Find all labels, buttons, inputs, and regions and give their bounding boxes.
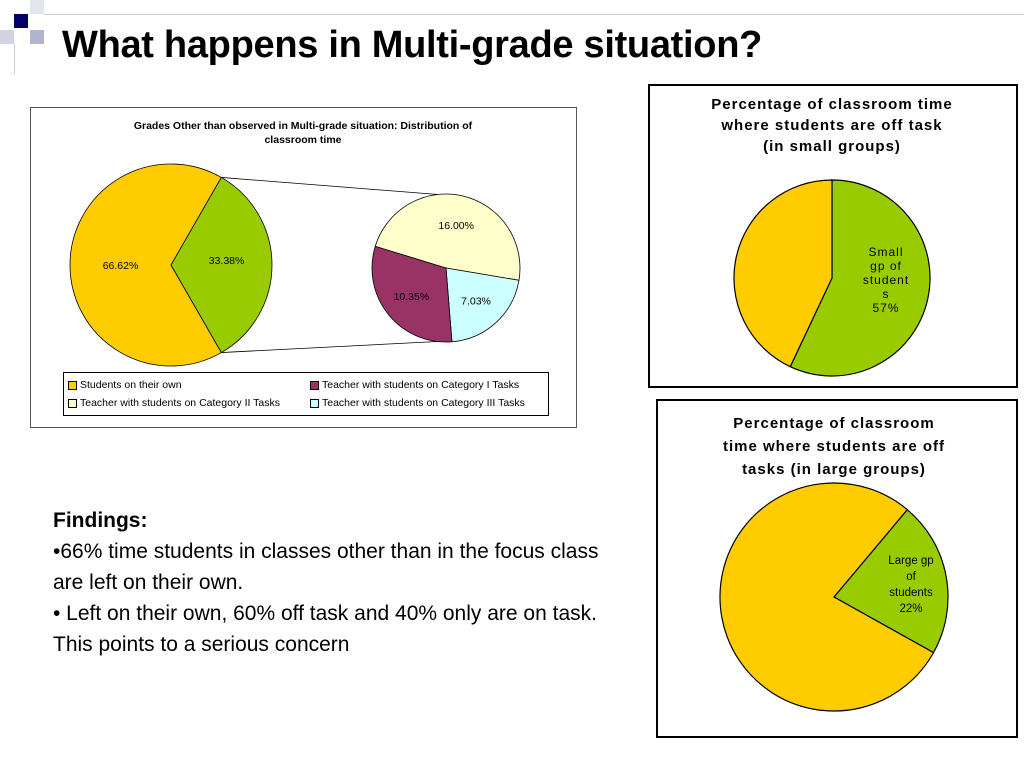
pie-slice [170,176,273,354]
data-label: 22% [899,603,922,615]
deco-line-vertical [14,44,15,74]
findings-text: Findings: •66% time students in classes … [53,505,613,660]
legend-label: Teacher with students on Category I Task… [322,379,520,391]
distribution-chart: Grades Other than observed in Multi-grad… [30,107,577,428]
chart-legend: Students on their own Teacher with stude… [63,372,549,416]
data-label: 57% [872,301,899,315]
chart-title-line-2: classroom time [264,134,341,146]
legend-swatch [68,380,77,390]
data-label: student [863,273,909,287]
chart-title-line-1: Grades Other than observed in Multi-grad… [134,120,473,132]
connector-line [221,341,439,353]
data-label: Small [868,245,903,259]
slide-title: What happens in Multi-grade situation? [62,24,763,66]
legend-label: Teacher with students on Category II Tas… [80,397,280,409]
pie-slice [789,179,931,377]
chart-title: Percentage of classroom time [711,96,952,113]
small-groups-chart-svg: Percentage of classroom time where studen… [711,96,952,377]
large-groups-chart-svg: Percentage of classroom time where studen… [719,415,949,712]
legend-swatch [68,398,77,408]
findings-heading: Findings: [53,509,148,532]
deco-square-dark [14,14,28,28]
legend-item: Teacher with students on Category I Task… [310,379,519,391]
deco-line-horizontal [44,14,1024,15]
connector-line [221,177,439,195]
data-label: 66.62% [103,260,139,272]
distribution-chart-svg: Grades Other than observed in Multi-grad… [69,120,521,367]
data-label: 16.00% [438,220,474,232]
pie-slice [374,193,521,281]
legend-item: Students on their own [68,379,182,391]
legend-item: Teacher with students on Category III Ta… [310,397,525,409]
data-label: students [889,587,933,599]
small-groups-chart: Percentage of classroom time where studen… [648,84,1018,388]
legend-label: Teacher with students on Category III Ta… [322,397,525,409]
data-label: 33.38% [209,255,245,267]
chart-title: (in small groups) [763,138,901,155]
data-label: Large gp [888,555,933,567]
legend-swatch [310,380,319,390]
chart-title: tasks (in large groups) [742,461,926,478]
large-groups-chart: Percentage of classroom time where studen… [656,399,1018,738]
data-label: s [883,287,890,301]
pie-slice [733,179,833,368]
chart-title: time where students are off [723,438,945,455]
deco-square-pale [0,30,14,44]
chart-title: where students are off task [720,117,942,134]
pie-slice [371,245,453,343]
deco-square-light [30,30,44,44]
data-label: 10.35% [394,291,430,303]
pie-slice [69,163,222,367]
chart-title: Percentage of classroom [733,415,934,432]
finding-point: • Left on their own, 60% off task and 40… [53,602,597,656]
finding-point: •66% time students in classes other than… [53,540,599,594]
legend-swatch [310,398,319,408]
legend-item: Teacher with students on Category II Tas… [68,397,280,409]
corner-decoration [0,0,1024,74]
pie-slice [719,482,935,712]
pie-slice [833,508,949,654]
data-label: gp of [870,259,902,273]
data-label: of [906,571,916,583]
legend-label: Students on their own [80,379,182,391]
pie-slice [445,267,520,343]
deco-square-pale-2 [30,0,44,14]
data-label: 7.03% [461,296,491,308]
